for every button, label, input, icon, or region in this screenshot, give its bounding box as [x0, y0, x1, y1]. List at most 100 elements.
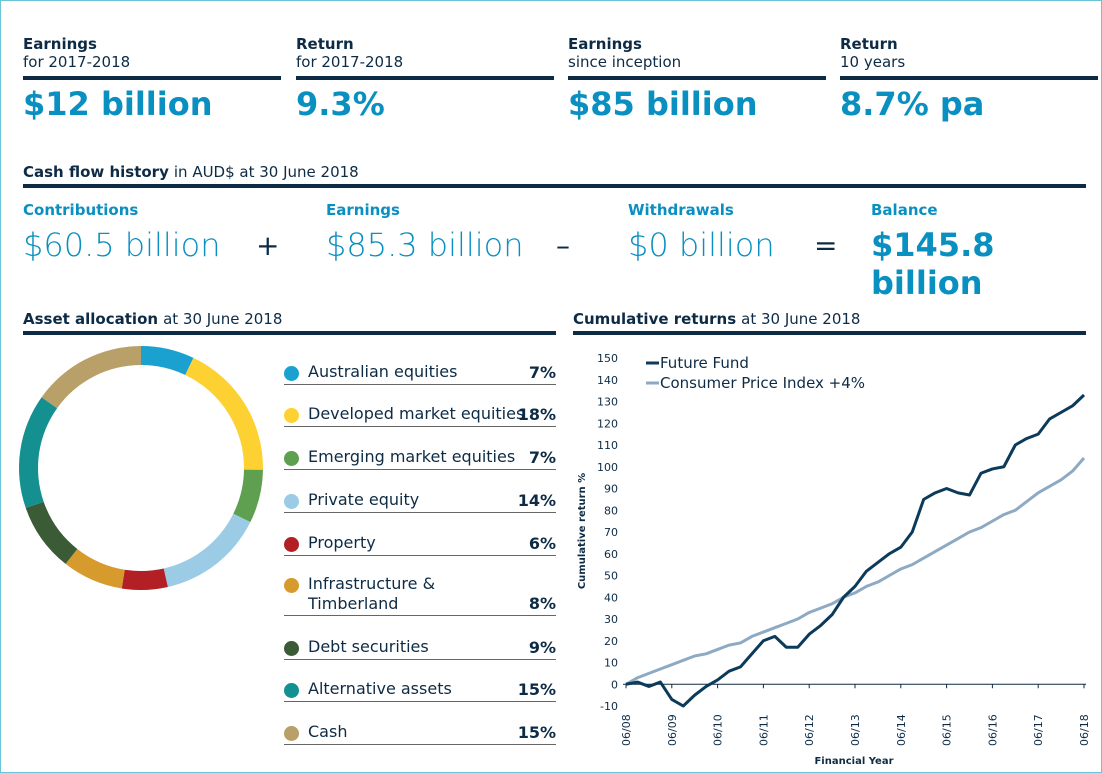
text: at 30 June 2018 — [741, 310, 861, 328]
x-tick-label: 06/17 — [1032, 714, 1045, 746]
legend-label: Alternative assets — [308, 679, 452, 698]
cash-label: Balance — [871, 201, 938, 219]
kpi-value: $12 billion — [23, 85, 213, 123]
section-rule — [23, 184, 1086, 188]
section-title: Asset allocation at 30 June 2018 — [23, 310, 282, 328]
kpi-rule — [23, 76, 281, 80]
text: Cumulative returns — [573, 310, 737, 328]
legend-dot — [284, 451, 299, 466]
legend-dot — [284, 366, 299, 381]
cash-label: Earnings — [326, 201, 400, 219]
x-tick-label: 06/16 — [986, 714, 999, 746]
y-tick-label: 120 — [597, 417, 618, 430]
x-tick-label: 06/12 — [803, 714, 816, 746]
kpi-value: 9.3% — [296, 85, 385, 123]
legend-dot — [284, 726, 299, 741]
legend-value: 14% — [517, 491, 556, 510]
y-tick-label: 70 — [604, 526, 618, 539]
legend-value: 15% — [517, 723, 556, 742]
donut-slice — [163, 513, 251, 588]
legend-item: Infrastructure & Timberland 8% — [284, 574, 556, 616]
legend-dot — [284, 641, 299, 656]
kpi-value: $85 billion — [568, 85, 758, 123]
legend-item: Property 6% — [284, 533, 556, 556]
y-tick-label: 130 — [597, 396, 618, 409]
y-tick-label: 100 — [597, 461, 618, 474]
text: at 30 June 2018 — [163, 310, 283, 328]
legend-item: Private equity 14% — [284, 490, 556, 513]
section-title: Cumulative returns at 30 June 2018 — [573, 310, 860, 328]
legend-item: Debt securities 9% — [284, 637, 556, 660]
legend-dot — [284, 494, 299, 509]
kpi-label: Return — [840, 35, 898, 53]
donut-slice — [233, 469, 263, 523]
operator: + — [256, 229, 280, 262]
y-tick-label: 90 — [604, 483, 618, 496]
y-tick-label: 10 — [604, 657, 618, 670]
kpi-label: Earnings — [23, 35, 97, 53]
legend-value: 6% — [528, 534, 556, 553]
cash-value: $0 billion — [628, 226, 775, 264]
kpi-value: 8.7% pa — [840, 85, 985, 123]
y-tick-label: 60 — [604, 548, 618, 561]
donut-slice — [141, 346, 194, 375]
x-tick-label: 06/09 — [666, 714, 679, 746]
cash-value: $60.5 billion — [23, 226, 221, 264]
cash-value: $85.3 billion — [326, 226, 524, 264]
legend-label: Emerging market equities — [308, 447, 516, 466]
section-rule — [23, 331, 556, 335]
x-tick-label: 06/10 — [712, 714, 725, 746]
kpi-sub: 10 years — [840, 53, 906, 71]
donut-slice — [65, 548, 125, 589]
y-tick-label: 50 — [604, 570, 618, 583]
legend-label: Debt securities — [308, 637, 429, 656]
text: Cash flow history — [23, 163, 169, 181]
kpi-sub: for 2017-2018 — [296, 53, 404, 71]
operator: – — [556, 229, 570, 262]
legend-dot — [284, 537, 299, 552]
y-tick-label: 40 — [604, 591, 618, 604]
kpi-label: Return — [296, 35, 354, 53]
legend-label: Infrastructure & Timberland — [308, 574, 436, 613]
legend-value: 8% — [528, 594, 556, 613]
cash-value: $145.8 billion — [871, 226, 995, 302]
legend-label: Cash — [308, 722, 348, 741]
cash-label: Withdrawals — [628, 201, 734, 219]
legend-value: 18% — [517, 405, 556, 424]
x-tick-label: 06/14 — [895, 714, 908, 746]
section-rule — [573, 331, 1086, 335]
legend-item: Emerging market equities 7% — [284, 447, 556, 470]
legend-item: Cash 15% — [284, 722, 556, 745]
kpi-label: Earnings — [568, 35, 642, 53]
operator: = — [814, 229, 838, 262]
legend-value: 7% — [528, 363, 556, 382]
x-tick-label: 06/11 — [757, 714, 770, 746]
legend-label: Developed market equities — [308, 404, 525, 423]
donut-slice — [41, 346, 141, 409]
legend-label: Consumer Price Index +4% — [660, 374, 865, 392]
legend-label: Future Fund — [660, 354, 749, 372]
y-tick-label: 0 — [611, 678, 618, 691]
kpi-sub: for 2017-2018 — [23, 53, 131, 71]
cash-label: Contributions — [23, 201, 139, 219]
donut-slice — [185, 357, 263, 470]
y-axis-title: Cumulative return % — [577, 473, 588, 589]
y-tick-label: 20 — [604, 635, 618, 648]
y-tick-label: 30 — [604, 613, 618, 626]
legend-label: Private equity — [308, 490, 420, 509]
x-tick-label: 06/13 — [849, 714, 862, 746]
series-line — [625, 457, 1086, 686]
y-tick-label: 150 — [597, 352, 618, 365]
legend-item: Developed market equities 18% — [284, 404, 556, 427]
text: in AUD$ at 30 June 2018 — [173, 163, 359, 181]
legend-dot — [284, 683, 299, 698]
legend-value: 7% — [528, 448, 556, 467]
kpi-rule — [840, 76, 1098, 80]
x-tick-label: 06/18 — [1078, 714, 1091, 746]
y-tick-label: -10 — [600, 700, 618, 713]
donut-slice — [19, 397, 58, 508]
x-tick-label: 06/15 — [941, 714, 954, 746]
donut-slice — [25, 501, 78, 564]
